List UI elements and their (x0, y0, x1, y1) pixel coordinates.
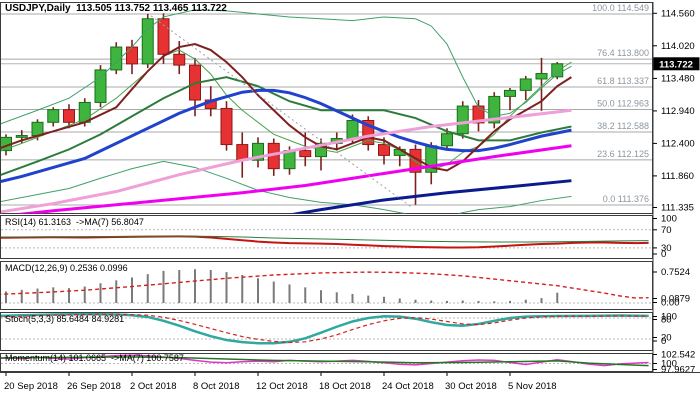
ma-fast-darkred (1, 43, 572, 172)
ma-pink (1, 108, 572, 214)
axis-label: 102.542 (661, 350, 695, 361)
date-label: 30 Oct 2018 (445, 381, 497, 392)
momentum-layer (1, 354, 652, 367)
candle-bear (378, 144, 390, 156)
fib-level-label: 0.0 111.376 (603, 194, 649, 204)
date-axis[interactable]: 20 Sep 2018 26 Sep 2018 2 Oct 2018 8 Oct 20… (0, 372, 700, 393)
main-chart-layer: 100.0 114.549 76.4 113.800 61.8 113.337 50.… (1, 3, 652, 214)
candle-bull (15, 135, 28, 138)
date-label: 20 Sep 2018 (4, 381, 58, 392)
ma-navy (289, 179, 572, 214)
candle-bull (488, 95, 501, 124)
axis-label: 0 (661, 249, 666, 260)
date-label: 18 Oct 2018 (319, 381, 371, 392)
current-price-tag (653, 57, 700, 71)
macd-layer (1, 269, 652, 304)
candle-bull (519, 78, 532, 91)
candle-bull (504, 89, 516, 97)
rsi-line (1, 235, 649, 243)
candle-bull (252, 142, 264, 161)
stoch-layer (1, 312, 652, 345)
current-price-tag-text: 113.722 (659, 59, 693, 70)
axis-label: 114.560 (661, 8, 695, 19)
axis-label: 70 (661, 225, 672, 236)
candle-bear (362, 119, 375, 146)
axis-label: 20 (661, 333, 672, 344)
axis-label: 97.9627 (661, 365, 695, 376)
axis-label: 111.860 (661, 171, 694, 182)
candle-bull (551, 63, 564, 78)
fib-level-label: 61.8 113.337 (597, 76, 649, 86)
axis-label: 30 (661, 243, 672, 254)
date-label: 2 Oct 2018 (130, 381, 176, 392)
date-label: 5 Nov 2018 (508, 381, 557, 392)
ma-magenta (13, 144, 572, 214)
fib-level-label: 38.2 112.588 (597, 121, 649, 131)
candle-bull (535, 73, 548, 80)
axis-label: 114.020 (661, 41, 695, 52)
axis-label: 100 (661, 359, 677, 370)
candle-bear (157, 18, 170, 55)
axis-label: 80 (661, 315, 672, 326)
axis-label: 0.7524 (661, 267, 690, 278)
date-label: 8 Oct 2018 (193, 381, 239, 392)
candle-bull (456, 105, 469, 135)
price-axis[interactable]: 114.560 114.020 113.480 112.940 112.400 111.8… (652, 2, 700, 376)
date-label: 24 Oct 2018 (382, 381, 434, 392)
candle-bull (141, 18, 154, 65)
rsi-layer (1, 229, 652, 249)
axis-label: 111.335 (661, 203, 694, 214)
band-lower (1, 160, 572, 214)
axis-label: 0.0879 (661, 294, 690, 305)
candle-bear (173, 53, 186, 66)
trendline (150, 15, 413, 209)
axis-label: 100 (661, 214, 677, 225)
stoch-signal (1, 313, 649, 344)
candle-bull (47, 109, 60, 123)
candle-bull (346, 119, 359, 140)
axis-label: 112.940 (661, 106, 695, 117)
axis-label: 112.400 (661, 138, 695, 149)
band-upper (1, 9, 572, 125)
candle-bear (220, 107, 233, 146)
fib-level-label: 50.0 112.963 (597, 98, 649, 108)
macd-panel-surface[interactable] (0, 261, 653, 310)
candle-bear (236, 144, 249, 161)
candle-bear (63, 109, 75, 123)
axis-label: 0.00 (661, 298, 680, 309)
ma-mid-green (1, 76, 572, 176)
candle-bear (126, 46, 138, 65)
fib-level-label: 23.6 112.125 (597, 149, 649, 159)
candle-bear (299, 150, 312, 158)
macd-signal (1, 271, 649, 299)
fib-level-label: 100.0 114.549 (592, 3, 649, 13)
date-label: 26 Sep 2018 (67, 381, 121, 392)
momentum-ma (1, 356, 649, 367)
ma-blue (1, 88, 572, 183)
candle-bull (31, 121, 44, 137)
candle-bear (472, 105, 485, 124)
axis-label: 0 (661, 336, 666, 347)
fib-level-label: 76.4 113.800 (597, 48, 649, 58)
axis-label: 100 (661, 312, 677, 323)
candle-bull (94, 69, 107, 103)
candle-bull (441, 133, 453, 147)
main-panel-surface[interactable] (0, 2, 653, 214)
candle-bull (110, 46, 123, 71)
stoch-main (1, 312, 649, 345)
axis-label: 113.480 (661, 73, 695, 84)
date-label: 12 Oct 2018 (256, 381, 308, 392)
